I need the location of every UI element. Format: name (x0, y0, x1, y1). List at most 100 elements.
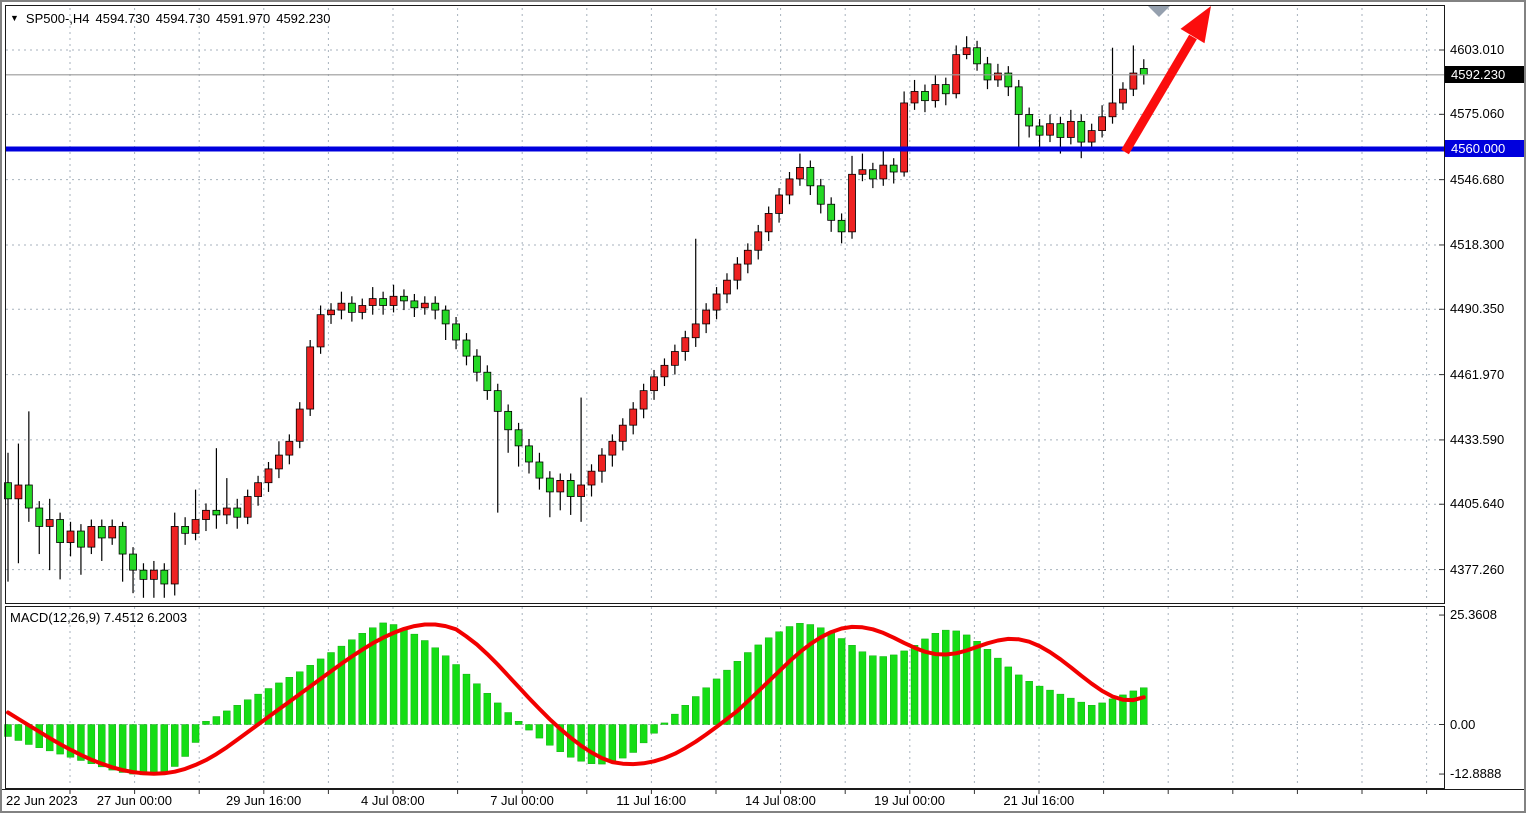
macd-histogram-bar (879, 656, 887, 725)
macd-histogram-bar (608, 724, 617, 763)
candle-body (994, 72, 1002, 81)
macd-histogram-bar (483, 693, 492, 725)
macd-histogram-bar (1140, 687, 1148, 725)
macd-histogram-bar (223, 710, 231, 725)
candle-body (723, 279, 731, 295)
candle-body (618, 424, 627, 442)
candle-body (921, 91, 929, 102)
candle-body (295, 408, 304, 442)
macd-histogram-bar (1108, 698, 1117, 725)
candle-body (629, 408, 638, 426)
candle-body (796, 166, 804, 180)
candle-body (1108, 102, 1117, 118)
panel-borders (2, 5, 1524, 790)
macd-indicator-label: MACD(12,26,9) 7.4512 6.2003 (10, 610, 188, 625)
candle-body (1066, 120, 1075, 138)
candle-body (14, 484, 23, 500)
macd-histogram-bar (598, 724, 606, 765)
candle-body (608, 440, 617, 456)
candle-body (962, 47, 971, 56)
macd-histogram-bar (910, 645, 919, 725)
macd-histogram-bar (316, 658, 325, 725)
macd-histogram-bar (473, 683, 481, 725)
candle-body (1119, 88, 1127, 104)
macd-histogram-bar (994, 657, 1002, 725)
time-axis-label: 11 Jul 16:00 (616, 793, 687, 808)
price-axis-label: 4433.590 (1450, 431, 1505, 447)
candle-body (1129, 72, 1138, 90)
time-axis-label: 7 Jul 00:00 (490, 793, 554, 808)
price-axis-label: 4518.300 (1450, 236, 1505, 252)
macd-histogram-bar (619, 724, 627, 759)
macd-histogram-bar (14, 724, 23, 741)
candle-body (118, 526, 127, 555)
chart-shift-marker-icon[interactable] (1148, 6, 1170, 17)
candle-body (577, 484, 585, 497)
candle-body (858, 169, 867, 175)
time-axis-label: 4 Jul 08:00 (360, 793, 425, 808)
macd-histogram-bar (243, 699, 252, 725)
macd-histogram-bar (181, 724, 189, 757)
candle-body (900, 102, 909, 173)
candle-body (337, 302, 346, 311)
candle-body (170, 526, 179, 585)
candle-body (816, 185, 825, 205)
macd-histogram-bar (942, 629, 950, 725)
macd-histogram-bar (858, 651, 867, 725)
macd-histogram-bar (56, 724, 64, 755)
macd-histogram-bar (1025, 681, 1033, 725)
candle-body (525, 445, 533, 463)
macd-histogram-bar (837, 638, 846, 725)
macd-histogram-bar (348, 639, 356, 725)
candle-body (472, 355, 481, 373)
macd-histogram-bar (535, 724, 544, 739)
macd-histogram-bar (1067, 697, 1075, 725)
current-price-badge: 4592.230 (1445, 66, 1524, 84)
macd-histogram-bar (306, 665, 314, 725)
candle-body (410, 300, 419, 309)
macd-histogram-bar (785, 626, 794, 725)
candle-body (827, 203, 836, 221)
candle-body (77, 530, 85, 548)
candle-body (702, 309, 711, 325)
macd-histogram-bar (671, 713, 679, 725)
candle-body (691, 323, 700, 339)
symbol-dropdown-icon[interactable]: ▼ (10, 12, 19, 23)
price-axis-label: 4546.680 (1450, 171, 1505, 187)
candle-body (462, 339, 471, 357)
macd-histogram-bar (587, 724, 596, 764)
candle-body (848, 173, 856, 233)
macd-histogram-bar (327, 652, 335, 725)
candle-body (566, 480, 575, 497)
macd-histogram-bar (931, 633, 940, 725)
candle-body (931, 84, 940, 102)
candle-body (483, 371, 492, 392)
macd-histogram-bar (702, 687, 710, 725)
candle-body (650, 376, 658, 392)
time-axis-label: 29 Jun 16:00 (226, 793, 302, 808)
candle-body (493, 390, 502, 412)
macd-histogram-bar (629, 724, 637, 753)
macd-histogram-bar (650, 724, 658, 734)
macd-histogram-bar (723, 669, 731, 725)
candle-body (545, 477, 554, 493)
ohlc-low: 4591.970 (215, 10, 271, 26)
candle-body (379, 298, 388, 306)
macd-histogram-bar (796, 623, 804, 725)
macd-histogram-bar (87, 724, 96, 764)
macd-histogram-bar (77, 724, 85, 761)
arrow-head (1180, 6, 1211, 44)
macd-histogram-bar (139, 724, 148, 776)
candle-body (806, 166, 815, 187)
macd-histogram-bar (212, 716, 221, 725)
macd-histogram-bar (827, 632, 835, 725)
macd-histogram-bar (639, 724, 648, 744)
candle-body (452, 323, 460, 341)
candle-body (160, 569, 169, 585)
trend-arrow-annotation[interactable] (1121, 6, 1211, 155)
macd-histogram-bar (900, 650, 908, 725)
macd-histogram-bar (1087, 705, 1096, 725)
candle-body (889, 164, 898, 173)
candle-body (306, 346, 315, 410)
